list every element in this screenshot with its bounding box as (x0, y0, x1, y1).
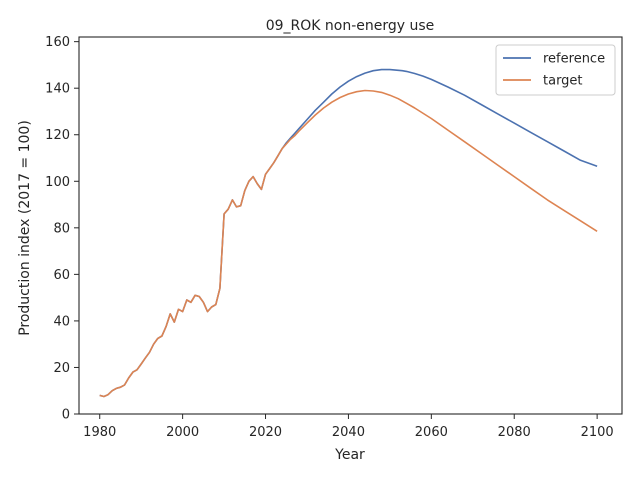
x-tick-label: 2100 (581, 425, 614, 440)
series-line-reference (99, 68, 598, 398)
x-tick-label: 2020 (249, 425, 282, 440)
y-axis-label: Production index (2017 = 100) (17, 120, 33, 336)
legend-label-target: target (543, 74, 583, 89)
y-tick-label: 20 (53, 361, 70, 376)
y-tick-label: 80 (53, 221, 70, 236)
y-tick-label: 0 (62, 408, 70, 423)
chart-title: 09_ROK non-energy use (266, 18, 435, 34)
legend: reference target (495, 44, 616, 96)
legend-label-reference: reference (543, 52, 605, 67)
x-tick-label: 2080 (498, 425, 531, 440)
plot-area (78, 36, 623, 415)
x-tick-label: 2040 (332, 425, 365, 440)
y-tick-label: 160 (45, 35, 70, 50)
x-axis-label: Year (334, 447, 365, 463)
y-tick-label: 40 (53, 314, 70, 329)
y-tick-label: 120 (45, 128, 70, 143)
y-tick-label: 100 (45, 175, 70, 190)
x-tick-label: 2060 (415, 425, 448, 440)
y-tick-label: 140 (45, 82, 70, 97)
x-tick-label: 1980 (83, 425, 116, 440)
y-tick-label: 60 (53, 268, 70, 283)
series-line-target (99, 89, 598, 398)
x-tick-label: 2000 (166, 425, 199, 440)
